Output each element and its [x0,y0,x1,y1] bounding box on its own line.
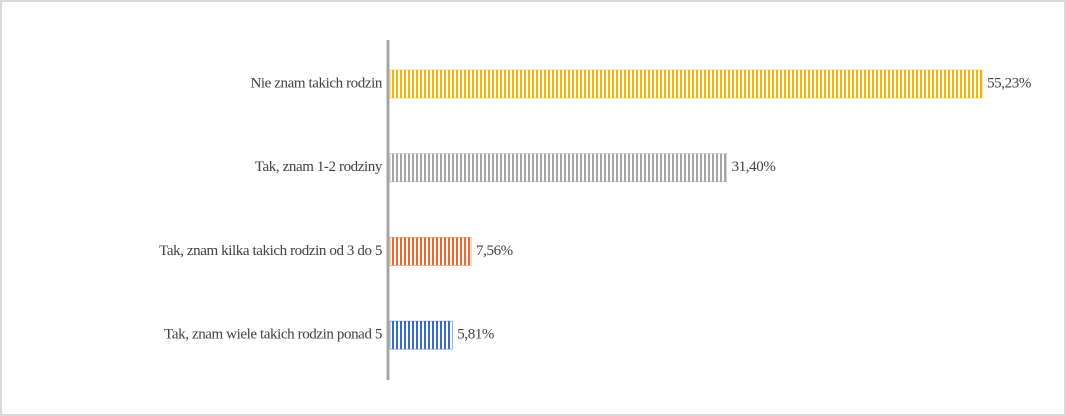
data-label: 55,23% [987,75,1031,91]
bar [389,69,983,99]
data-label: 7,56% [476,243,513,259]
data-label: 5,81% [457,327,494,343]
bar [389,320,453,350]
data-label: 31,40% [732,159,776,175]
y-tick-label: Tak, znam kilka takich rodzin od 3 do 5 [159,243,382,259]
y-tick-label: Tak, znam wiele takich rodzin ponad 5 [164,327,382,343]
bar [389,153,727,182]
bar [389,237,472,266]
y-tick-label: Tak, znam 1-2 rodziny [255,159,383,175]
y-tick-label: Nie znam takich rodzin [250,75,382,91]
